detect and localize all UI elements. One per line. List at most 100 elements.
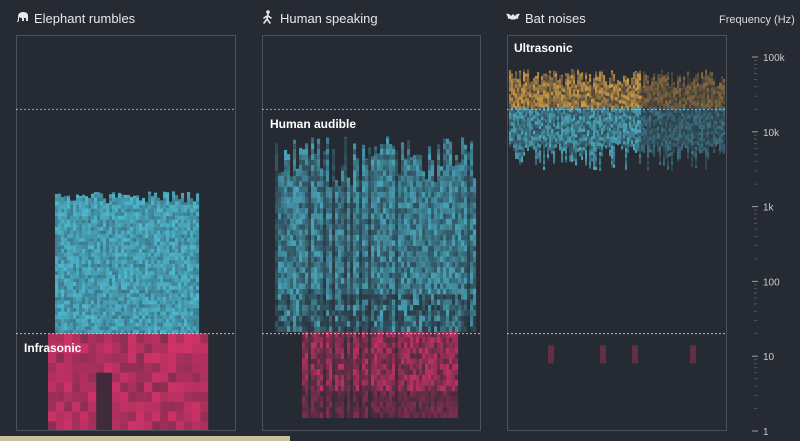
- spectrum-cell: [96, 333, 105, 344]
- spectrum-cell: [308, 369, 312, 376]
- spectrum-cell: [365, 358, 369, 365]
- spectrum-cell: [196, 256, 200, 261]
- spectrum-cell: [368, 353, 372, 359]
- spectrum-cell: [308, 304, 312, 311]
- spectrum-cell: [299, 326, 303, 332]
- spectrum-cell: [94, 293, 98, 298]
- spectrum-cell: [163, 226, 167, 231]
- spectrum-cell: [416, 347, 420, 354]
- spectrum-cell: [386, 256, 390, 263]
- spectrum-cell: [386, 165, 390, 171]
- spectrum-cell: [347, 337, 351, 343]
- spectrum-cell: [425, 251, 429, 257]
- spectrum-cell: [70, 230, 74, 235]
- spectrum-cell: [314, 364, 318, 370]
- spectrum-cell: [362, 380, 366, 386]
- spectrum-cell: [115, 204, 119, 209]
- spectrum-cell: [70, 201, 74, 206]
- spectrum-cell: [308, 208, 312, 214]
- spectrum-cell: [320, 240, 324, 246]
- spectrum-cell: [148, 318, 152, 323]
- spectrum-cell: [311, 245, 315, 252]
- spectrum-cell: [172, 285, 176, 290]
- spectrum-cell: [395, 412, 399, 419]
- spectrum-cell: [94, 307, 98, 312]
- spectrum-cell: [419, 299, 423, 306]
- spectrum-cell: [196, 304, 200, 309]
- spectrum-cell: [293, 186, 297, 193]
- spectrum-cell: [112, 256, 116, 261]
- spectrum-cell: [368, 358, 372, 365]
- spectrum-cell: [94, 249, 98, 253]
- spectrum-cell: [359, 278, 363, 284]
- spectrum-cell: [139, 315, 143, 320]
- spectrum-cell: [383, 401, 387, 408]
- spectrum-cell: [109, 197, 113, 202]
- spectrum-cell: [148, 293, 152, 298]
- spectrum-cell: [127, 318, 131, 323]
- spectrum-cell: [290, 261, 294, 268]
- spectrum-cell: [184, 304, 188, 309]
- spectrum-cell: [136, 278, 140, 283]
- spectrum-cell: [422, 272, 426, 279]
- spectrum-cell: [338, 213, 342, 220]
- spectrum-cell: [419, 326, 423, 332]
- spectrum-cell: [154, 304, 158, 309]
- spectrum-cell: [380, 342, 384, 349]
- spectrum-cell: [130, 245, 134, 250]
- spectrum-cell: [139, 215, 143, 220]
- spectrum-cell: [323, 380, 327, 386]
- spectrum-cell: [100, 300, 104, 305]
- spectrum-cell: [326, 154, 330, 160]
- spectrum-cell: [133, 278, 137, 283]
- spectrum-cell: [413, 192, 417, 198]
- spectrum-cell: [145, 296, 149, 301]
- spectrum-cell: [190, 260, 194, 264]
- spectrum-cell: [314, 175, 318, 182]
- spectrum-cell: [284, 170, 288, 177]
- spectrum-cell: [458, 181, 462, 187]
- spectrum-cell: [341, 342, 345, 349]
- spectrum-cell: [142, 237, 146, 242]
- spectrum-cell: [96, 401, 105, 412]
- spectrum-cell: [377, 202, 381, 209]
- spectrum-cell: [326, 369, 330, 376]
- spectrum-cell: [284, 175, 288, 182]
- spectrum-cell: [70, 318, 74, 323]
- spectrum-cell: [329, 240, 333, 246]
- spectrum-cell: [338, 304, 342, 311]
- spectrum-cell: [317, 353, 321, 359]
- spectrum-cell: [181, 212, 185, 217]
- spectrum-cell: [317, 288, 321, 295]
- spectrum-cell: [395, 261, 399, 268]
- spectrum-cell: [314, 170, 318, 177]
- spectrum-cell: [190, 300, 194, 305]
- spectrum-cell: [455, 235, 459, 241]
- spectrum-cell: [190, 293, 194, 298]
- spectrum-cell: [187, 237, 191, 242]
- spectrum-cell: [70, 267, 74, 272]
- spectrum-cell: [431, 369, 435, 376]
- spectrum-cell: [356, 347, 360, 354]
- spectrum-cell: [76, 296, 80, 301]
- spectrum-cell: [151, 330, 155, 334]
- spectrum-cell: [347, 197, 351, 203]
- spectrum-cell: [422, 321, 426, 327]
- spectrum-cell: [323, 261, 327, 268]
- spectrum-cell: [160, 353, 169, 363]
- spectrum-cell: [374, 245, 378, 252]
- spectrum-cell: [314, 154, 318, 160]
- spectrum-cell: [287, 283, 291, 289]
- spectrum-cell: [281, 326, 285, 332]
- spectrum-cell: [344, 267, 348, 273]
- spectrum-cell: [91, 289, 95, 294]
- spectrum-cell: [302, 218, 306, 225]
- spectrum-cell: [115, 300, 119, 305]
- spectrum-cell: [48, 333, 57, 344]
- spectrum-cell: [163, 289, 167, 294]
- spectrum-cell: [326, 358, 330, 365]
- spectrum-cell: [380, 240, 384, 246]
- spectrum-cell: [175, 256, 179, 261]
- spectrum-cell: [184, 245, 188, 250]
- spectrum-cell: [455, 364, 459, 370]
